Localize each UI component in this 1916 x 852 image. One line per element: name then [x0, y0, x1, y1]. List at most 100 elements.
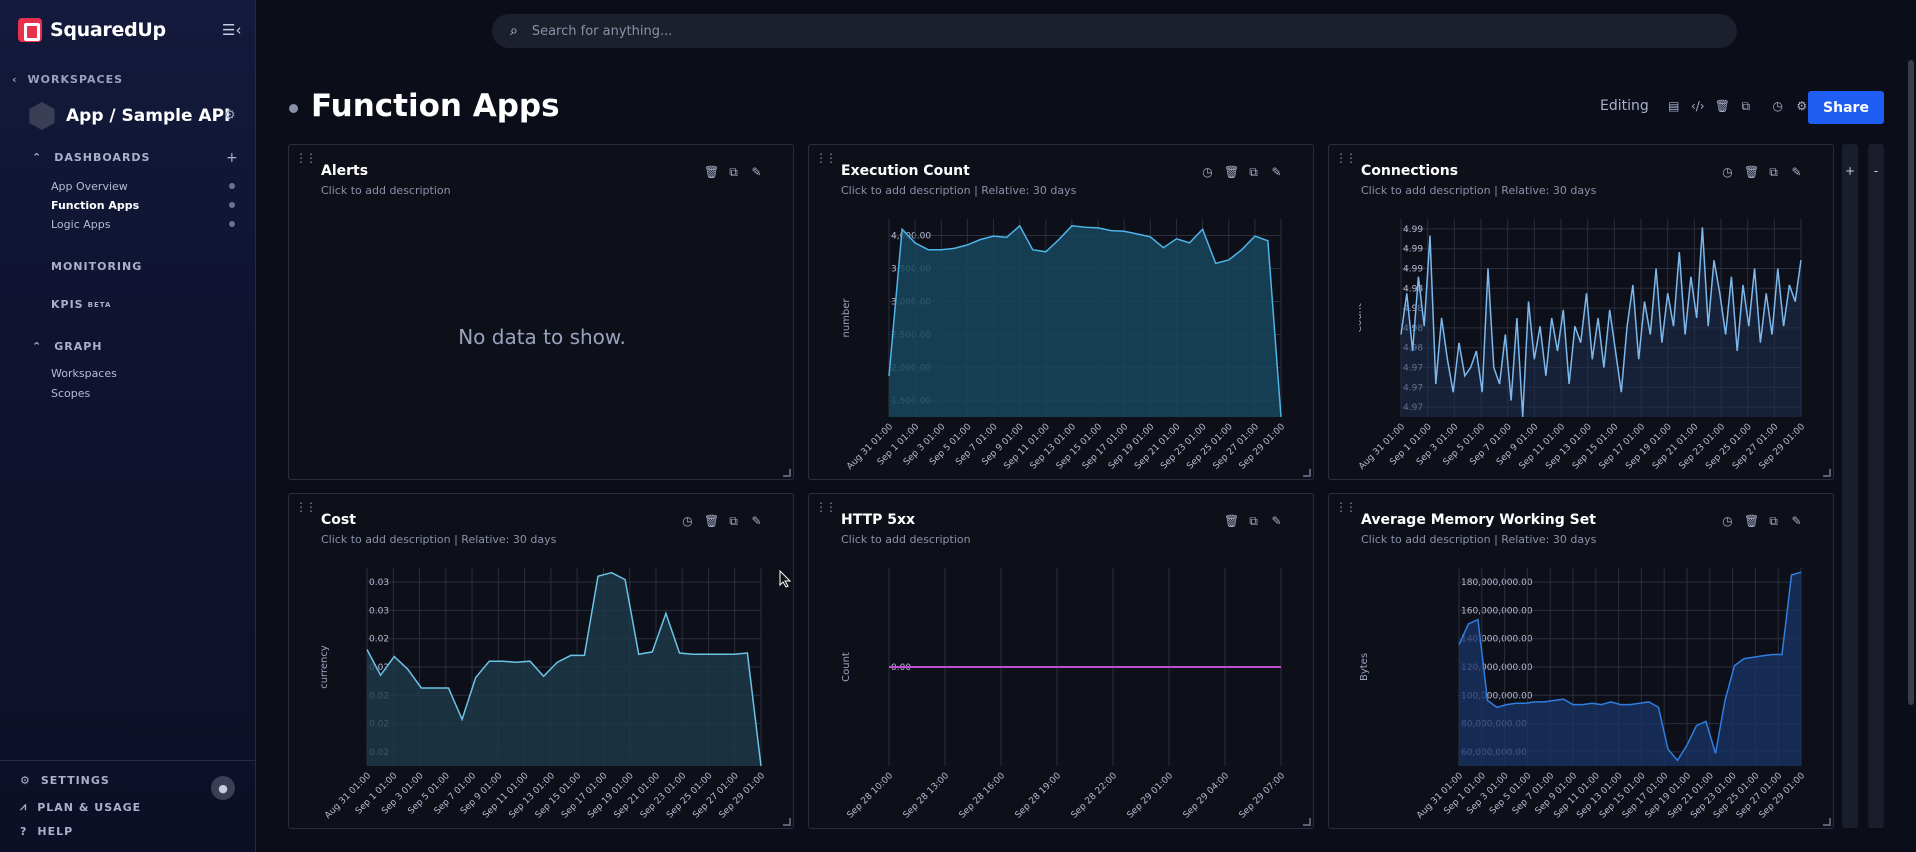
resize-handle-icon[interactable] — [1823, 818, 1831, 826]
workspace-title[interactable]: App / Sample API — [28, 102, 230, 130]
tile-description[interactable]: Click to add description — [841, 533, 971, 546]
edit-pencil-icon[interactable]: ✎ — [751, 514, 762, 528]
resize-handle-icon[interactable] — [783, 818, 791, 826]
clock-icon[interactable]: ◷ — [1202, 165, 1213, 179]
x-tick-label: Aug 31 01:00 — [1359, 422, 1407, 472]
sidebar-item-app-overview[interactable]: App Overview — [51, 180, 128, 193]
drag-handle-icon[interactable]: ⋮⋮ — [1335, 151, 1357, 165]
delete-icon[interactable]: 🗑 — [1224, 514, 1240, 528]
gear-icon[interactable]: ⚙ — [1796, 99, 1808, 113]
cost-chart: currency0.030.030.020.020.020.020.02Aug … — [319, 568, 767, 821]
tile-title: Execution Count — [841, 163, 970, 179]
x-tick-label: Sep 13 01:00 — [507, 771, 557, 821]
search-input[interactable] — [531, 23, 1632, 39]
tile-execution-count[interactable]: ⋮⋮ Execution Count Click to add descript… — [808, 144, 1314, 480]
y-tick-label: 0.03 — [369, 606, 389, 616]
tile-description[interactable]: Click to add description — [321, 184, 451, 197]
copy-icon[interactable]: ⧉ — [1769, 165, 1778, 179]
dashboards-section-toggle[interactable]: ⌃ DASHBOARDS — [32, 151, 150, 164]
document-icon[interactable]: ▤ — [1668, 99, 1680, 113]
resize-handle-icon[interactable] — [1823, 469, 1831, 477]
copy-icon[interactable]: ⧉ — [1741, 98, 1751, 113]
delete-icon[interactable]: 🗑 — [1744, 514, 1760, 528]
no-data-message: No data to show. — [458, 325, 626, 349]
x-tick-label: Sep 29 04:00 — [1182, 771, 1232, 821]
x-tick-label: Sep 11 01:00 — [1002, 422, 1052, 472]
delete-icon[interactable]: 🗑 — [704, 165, 720, 179]
edit-pencil-icon[interactable]: ✎ — [1271, 165, 1282, 179]
sidebar-item-workspaces[interactable]: Workspaces — [51, 367, 117, 380]
sidebar-item-function-apps[interactable]: Function Apps — [51, 199, 140, 212]
help-link[interactable]: ? HELP — [20, 825, 73, 838]
tile-actions: ◷ 🗑 ⧉ ✎ — [681, 514, 763, 529]
workspace-settings-gear-icon[interactable]: ⚙ — [224, 108, 236, 123]
workspaces-back-label: WORKSPACES — [27, 73, 124, 86]
tile-cost[interactable]: ⋮⋮ Cost Click to add description | Relat… — [288, 493, 794, 829]
tile-description[interactable]: Click to add description | Relative: 30 … — [321, 533, 557, 546]
y-tick-label: 120,000,000.00 — [1461, 663, 1533, 673]
plan-usage-link[interactable]: ⩘ PLAN & USAGE — [20, 800, 141, 814]
x-tick-label: Sep 13 01:00 — [1029, 422, 1079, 472]
drag-handle-icon[interactable]: ⋮⋮ — [815, 500, 837, 514]
y-axis-label: Count — [841, 652, 852, 682]
copy-icon[interactable]: ⧉ — [729, 514, 738, 528]
y-tick-label: 140,000,000.00 — [1461, 635, 1533, 645]
settings-link[interactable]: ⚙ SETTINGS — [20, 774, 110, 787]
y-tick-label: 4,000.00 — [891, 232, 931, 242]
share-button[interactable]: Share — [1808, 91, 1884, 124]
sidebar-item-scopes[interactable]: Scopes — [51, 387, 91, 400]
graph-section-toggle[interactable]: ⌃ GRAPH — [32, 340, 103, 353]
clock-icon[interactable]: ◷ — [682, 514, 693, 528]
workspaces-back-link[interactable]: ‹ WORKSPACES — [12, 73, 123, 86]
delete-icon[interactable]: 🗑 — [704, 514, 720, 528]
clock-icon[interactable]: ◷ — [1772, 99, 1783, 113]
resize-handle-icon[interactable] — [1303, 818, 1311, 826]
connections-chart: Count4.994.994.994.984.984.984.984.974.9… — [1359, 219, 1807, 472]
resize-handle-icon[interactable] — [783, 469, 791, 477]
delete-icon[interactable]: 🗑 — [1744, 165, 1760, 179]
tile-alerts[interactable]: ⋮⋮ Alerts Click to add description 🗑 ⧉ ✎… — [288, 144, 794, 480]
monitoring-section[interactable]: MONITORING — [51, 260, 142, 273]
tile-http-5xx[interactable]: ⋮⋮ HTTP 5xx Click to add description 🗑 ⧉… — [808, 493, 1314, 829]
user-avatar-icon[interactable]: ● — [211, 776, 235, 800]
copy-icon[interactable]: ⧉ — [1249, 514, 1258, 528]
dashboards-section-label: DASHBOARDS — [54, 151, 151, 164]
collapse-sidebar-icon[interactable]: ☰‹ — [222, 21, 242, 39]
tile-connections[interactable]: ⋮⋮ Connections Click to add description … — [1328, 144, 1834, 480]
edit-pencil-icon[interactable]: ✎ — [751, 165, 762, 179]
tile-description[interactable]: Click to add description | Relative: 30 … — [1361, 533, 1597, 546]
brand-logo[interactable]: SquaredUp — [18, 18, 166, 42]
x-tick-label: Sep 28 13:00 — [902, 771, 952, 821]
clock-icon[interactable]: ◷ — [1722, 514, 1733, 528]
code-icon[interactable]: ‹/› — [1690, 99, 1705, 113]
edit-pencil-icon[interactable]: ✎ — [1271, 514, 1282, 528]
copy-icon[interactable]: ⧉ — [729, 165, 738, 179]
edit-pencil-icon[interactable]: ✎ — [1791, 165, 1802, 179]
kpis-section[interactable]: KPIS BETA — [51, 298, 111, 311]
drag-handle-icon[interactable]: ⋮⋮ — [815, 151, 837, 165]
delete-icon[interactable]: 🗑 — [1714, 99, 1730, 113]
y-tick-label: 4.99 — [1403, 225, 1423, 235]
x-tick-label: Aug 31 01:00 — [323, 771, 373, 821]
add-dashboard-plus-icon[interactable]: + — [226, 150, 238, 166]
edit-pencil-icon[interactable]: ✎ — [1791, 514, 1802, 528]
drag-handle-icon[interactable]: ⋮⋮ — [295, 151, 317, 165]
sidebar-item-logic-apps[interactable]: Logic Apps — [51, 218, 111, 231]
x-tick-label: Sep 25 01:00 — [665, 771, 715, 821]
global-search[interactable]: ⌕ — [492, 14, 1737, 48]
drag-handle-icon[interactable]: ⋮⋮ — [1335, 500, 1357, 514]
tile-description[interactable]: Click to add description | Relative: 30 … — [841, 184, 1077, 197]
tile-description[interactable]: Click to add description | Relative: 30 … — [1361, 184, 1597, 197]
add-column-tool[interactable]: + — [1842, 144, 1858, 828]
resize-handle-icon[interactable] — [1303, 469, 1311, 477]
status-dot-icon — [229, 183, 235, 189]
delete-icon[interactable]: 🗑 — [1224, 165, 1240, 179]
copy-icon[interactable]: ⧉ — [1249, 165, 1258, 179]
remove-column-tool[interactable]: - — [1868, 144, 1884, 828]
squaredup-logo-icon — [18, 18, 42, 42]
page-scrollbar[interactable] — [1908, 60, 1914, 705]
clock-icon[interactable]: ◷ — [1722, 165, 1733, 179]
drag-handle-icon[interactable]: ⋮⋮ — [295, 500, 317, 514]
copy-icon[interactable]: ⧉ — [1769, 514, 1778, 528]
tile-average-memory[interactable]: ⋮⋮ Average Memory Working Set Click to a… — [1328, 493, 1834, 829]
